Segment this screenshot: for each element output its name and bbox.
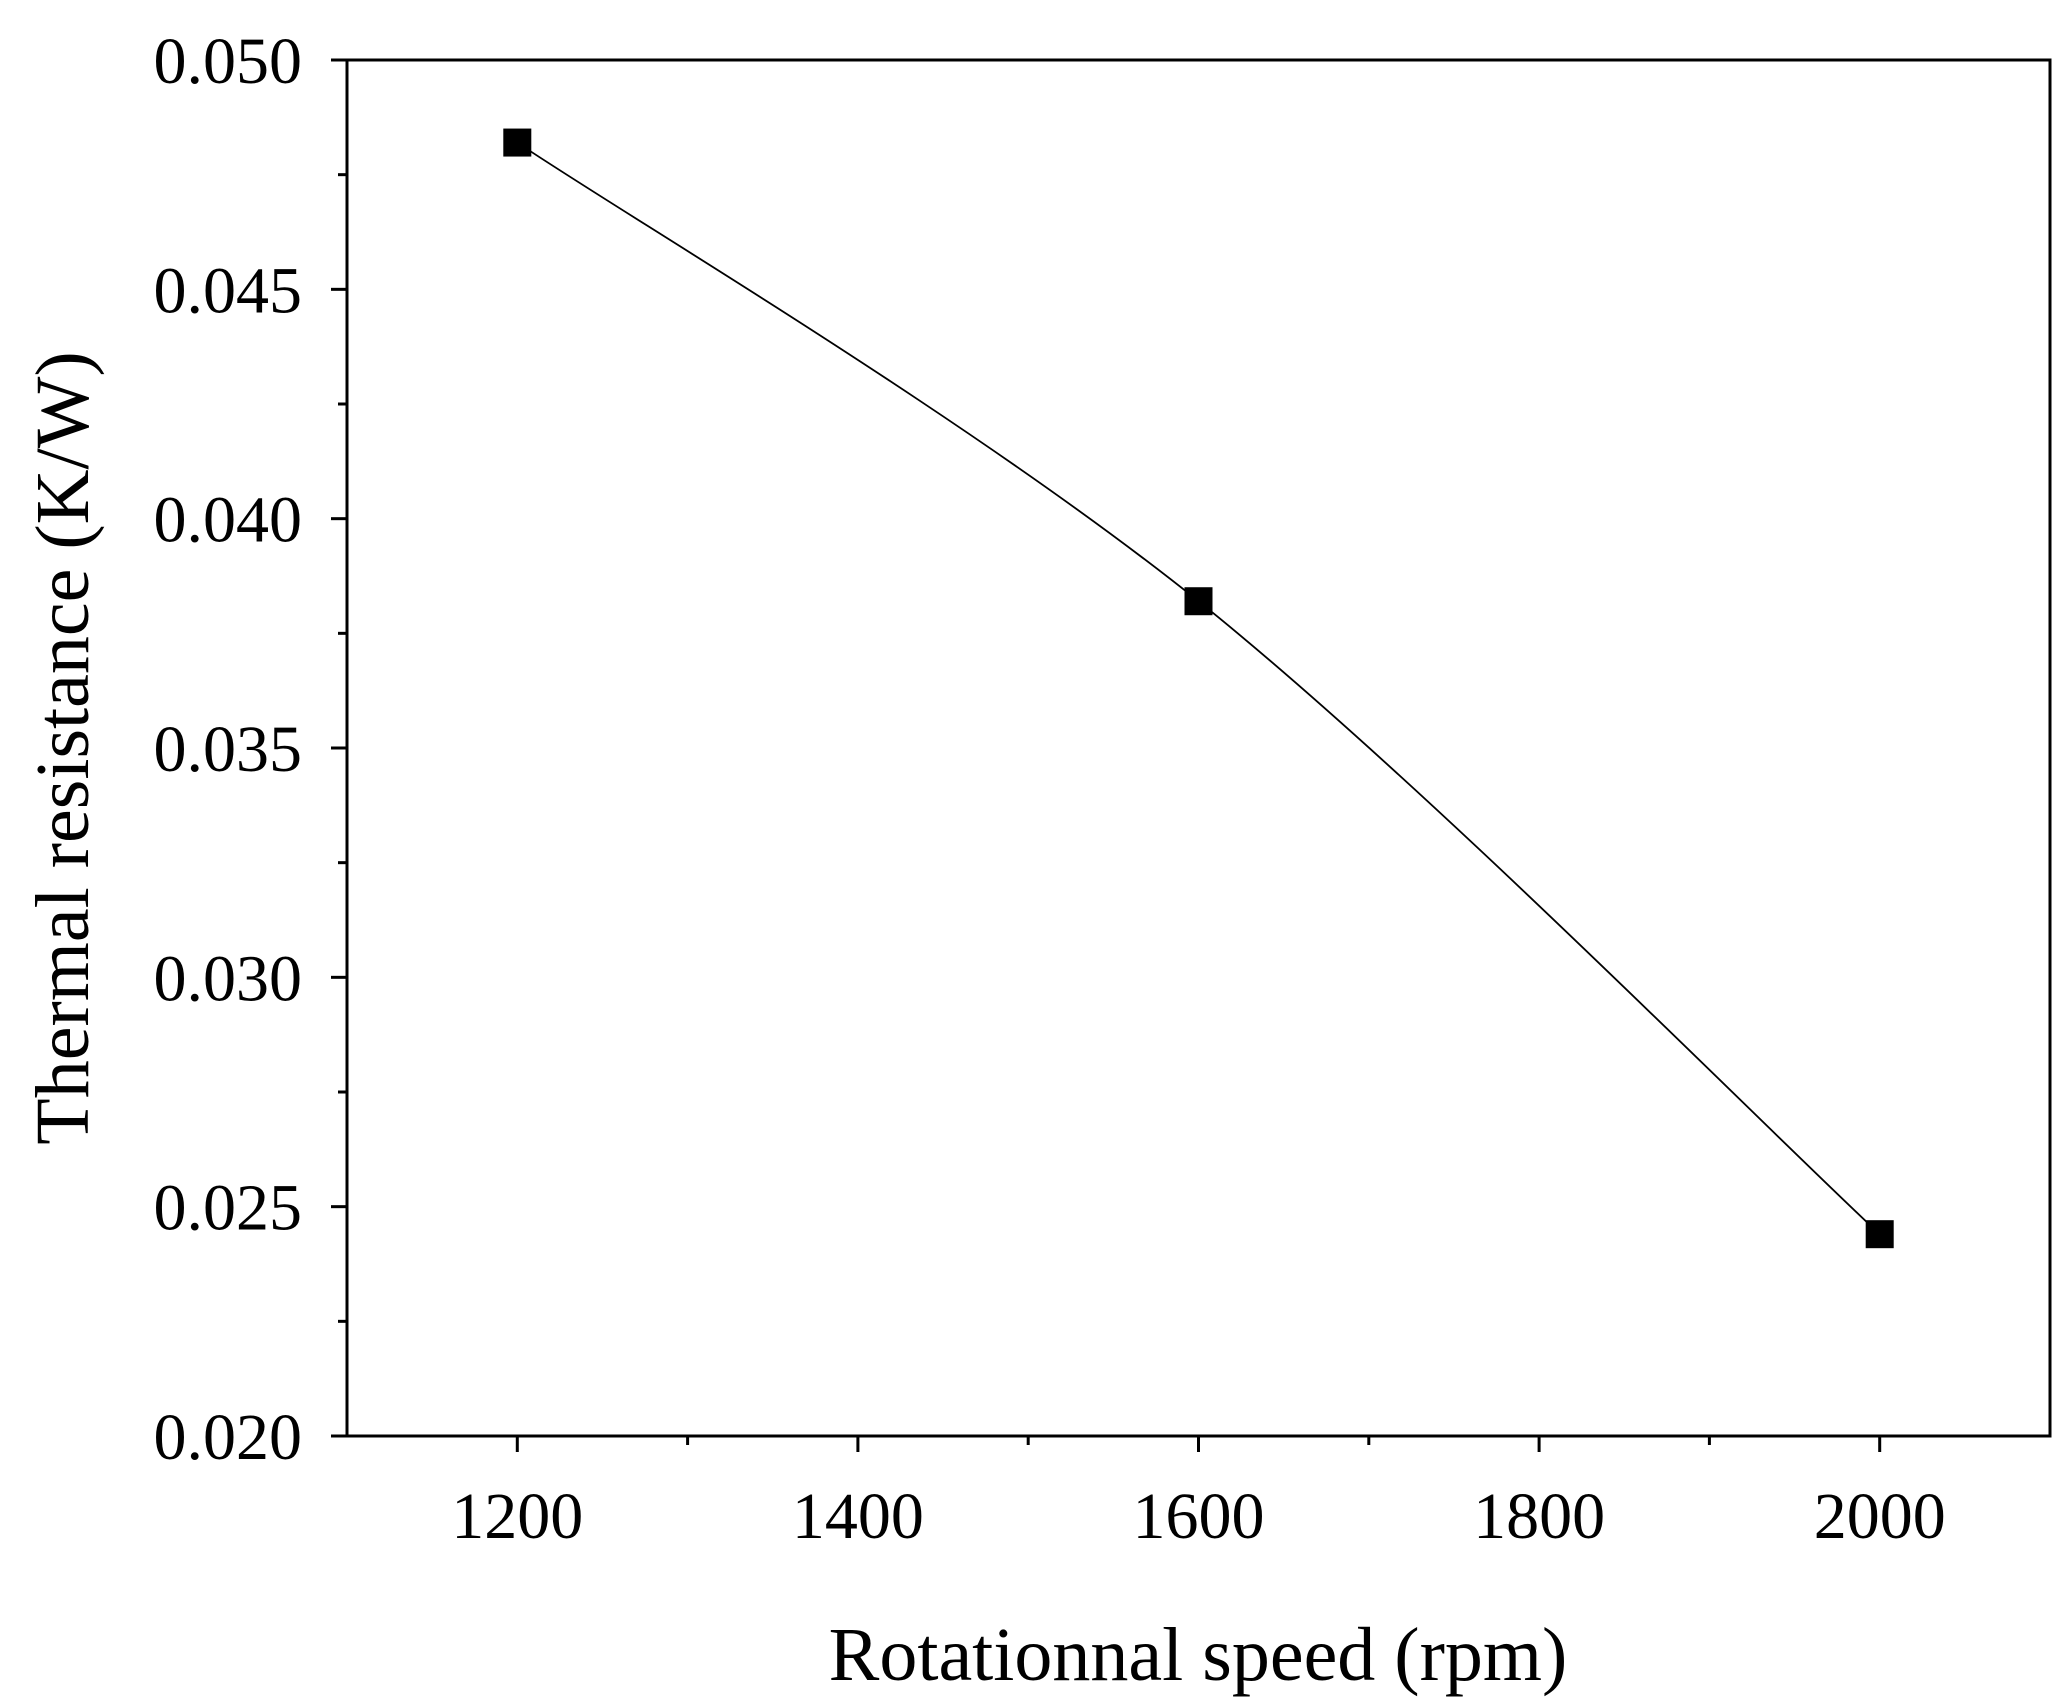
y-tick-label: 0.040	[154, 484, 303, 557]
x-tick-label: 1800	[1473, 1480, 1605, 1553]
series-line	[516, 141, 1881, 1235]
y-tick-label: 0.020	[154, 1401, 303, 1474]
plot-frame	[345, 58, 2052, 1438]
y-tick-label: 0.050	[154, 25, 303, 98]
data-point-marker	[503, 128, 532, 157]
y-tick-label: 0.025	[154, 1172, 303, 1245]
y-axis-title: Thermal resistance (K/W)	[21, 351, 105, 1144]
series-markers	[503, 128, 1894, 1249]
x-tick-label: 1600	[1133, 1480, 1265, 1553]
y-tick-label: 0.045	[154, 254, 303, 327]
data-point-marker	[1865, 1220, 1894, 1249]
x-tick-label: 1400	[792, 1480, 924, 1553]
y-tick-label: 0.030	[154, 942, 303, 1015]
x-tick-labels: 1200 1400 1600 1800 2000	[451, 1480, 1945, 1553]
data-point-marker	[1184, 587, 1213, 616]
x-tick-label: 2000	[1814, 1480, 1946, 1553]
y-tick-label: 0.035	[154, 713, 303, 786]
x-axis-ticks	[515, 1436, 1882, 1452]
x-tick-label: 1200	[451, 1480, 583, 1553]
y-tick-labels: 0.020 0.025 0.030 0.035 0.040 0.045 0.050	[154, 25, 303, 1474]
x-axis-title: Rotationnal speed (rpm)	[829, 1613, 1568, 1697]
y-axis-ticks	[331, 58, 347, 1438]
